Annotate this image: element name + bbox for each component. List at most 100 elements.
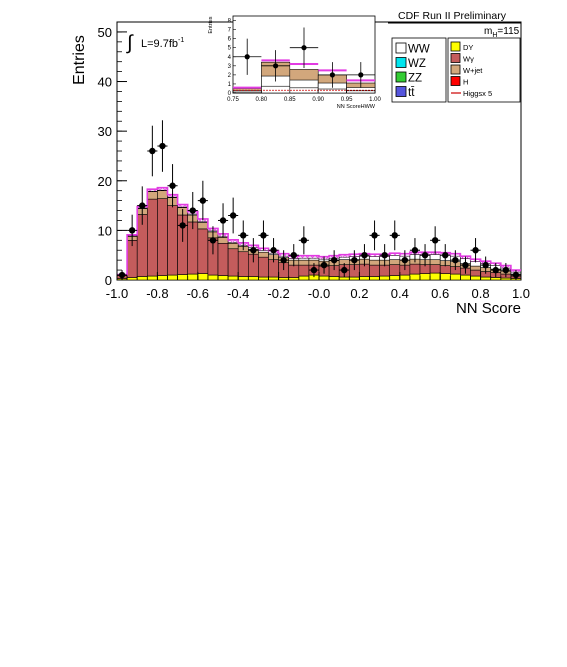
- data-point-33: [452, 256, 459, 264]
- inset-bar-other-4: [346, 90, 376, 94]
- bar-dy-36: [480, 276, 492, 281]
- data-point-1: [128, 227, 136, 234]
- mass-m: m: [484, 26, 492, 37]
- legend-label-Hx5: Higgsx 5: [463, 89, 492, 98]
- inset-data-point-2: [301, 45, 307, 51]
- y-tick-label-0: 0: [105, 273, 112, 288]
- data-point-29: [411, 247, 419, 254]
- data-point-32: [442, 251, 449, 259]
- legend-label-Wg: Wγ: [463, 55, 474, 64]
- bar-dy-13: [248, 276, 259, 281]
- inset-bar-other-0: [232, 91, 262, 94]
- x-tick-label-2: -0.6: [187, 286, 209, 301]
- bar-w+jet-11: [227, 242, 239, 250]
- bar-w-4: [157, 198, 168, 276]
- data-point-26: [381, 251, 388, 259]
- data-point-24: [361, 251, 368, 259]
- bar-dy-21: [328, 276, 340, 281]
- legend-label-tt: tt̄: [408, 87, 415, 99]
- bar-dy-1: [126, 277, 138, 281]
- legend: WW WZ ZZ tt̄ DY Wγ W+jet H Higgsx 5: [391, 37, 521, 103]
- bar-w-26: [379, 264, 391, 277]
- legend-swatch-Wg: [450, 53, 461, 63]
- x-tick-label-7: 0.4: [391, 286, 409, 301]
- data-point-17: [290, 251, 297, 259]
- bar-w+jet-3: [147, 191, 158, 200]
- data-point-39: [512, 271, 520, 279]
- signal-hatch-22: [339, 254, 350, 258]
- signal-hatch-19: [308, 255, 319, 259]
- integral-symbol: ∫: [126, 32, 134, 54]
- x-tick-label-0: -1.0: [106, 286, 128, 301]
- bar-w-3: [147, 198, 158, 277]
- y-tick-label-2: 20: [98, 174, 112, 189]
- bar-ww-25: [369, 256, 380, 261]
- bar-w-25: [369, 264, 380, 277]
- inset-x-tick-label-0: 0.75: [227, 97, 239, 103]
- x-tick-label-8: 0.6: [431, 286, 449, 301]
- data-point-16: [280, 256, 287, 264]
- legend-swatch-ZZ: [395, 71, 407, 83]
- legend-label-WW: WW: [408, 44, 430, 56]
- inset-y-tick-label-4: 4: [228, 55, 232, 61]
- bar-dy-37: [490, 277, 502, 281]
- inset-x-title: NN ScoreHWW: [337, 104, 376, 110]
- data-point-30: [421, 251, 429, 259]
- bar-w-8: [197, 228, 209, 274]
- data-point-9: [209, 237, 217, 244]
- data-point-36: [482, 261, 489, 269]
- mass-value: =115: [497, 26, 519, 37]
- inset-y-tick-label-1: 1: [228, 82, 232, 88]
- mass-sub: H: [492, 32, 497, 39]
- bar-dy-9: [207, 274, 219, 281]
- bar-dy-34: [460, 274, 471, 281]
- inset-y-tick-label-2: 2: [228, 73, 232, 79]
- legend-swatch-DY: [450, 41, 461, 52]
- data-point-13: [250, 247, 257, 254]
- inset-plot: 0.75 0.80 0.85 0.90 0.95 1.00 0 1 2 3 4 5 6 7 8 Entrie…: [208, 15, 381, 110]
- bar-w+jet-8: [197, 222, 209, 230]
- data-point-21: [330, 256, 338, 264]
- signal-hatch-27: [389, 253, 400, 256]
- inset-x-tick-label-2: 0.85: [284, 97, 296, 103]
- signal-hatch-25: [369, 254, 380, 257]
- bar-ww-14: [258, 250, 269, 253]
- bar-w+jet-31: [429, 259, 441, 265]
- bar-dy-22: [338, 276, 350, 281]
- bar-dy-10: [217, 275, 229, 281]
- legend-label-Wjet: W+jet: [463, 66, 483, 75]
- bar-dy-2: [136, 276, 148, 281]
- x-tick-label-9: 0.8: [472, 286, 490, 301]
- legend-label-ZZ: ZZ: [408, 73, 422, 85]
- bar-dy-18: [298, 275, 310, 281]
- x-tick-label-1: -0.8: [146, 286, 168, 301]
- bar-w-35: [470, 269, 481, 277]
- inset-y-tick-label-8: 8: [228, 19, 232, 25]
- data-point-23: [351, 256, 358, 264]
- bar-dy-30: [419, 273, 431, 281]
- bar-dy-28: [399, 274, 411, 281]
- inset-y-title: Entries: [208, 16, 214, 33]
- bar-dy-14: [258, 276, 269, 281]
- data-point-28: [401, 256, 409, 264]
- data-point-31: [431, 237, 439, 244]
- bar-dy-32: [439, 273, 451, 281]
- bar-dy-3: [147, 275, 158, 281]
- inset-y-tick-label-6: 6: [228, 37, 232, 43]
- bar-w-29: [409, 263, 421, 275]
- mass-label: mH=115: [484, 26, 520, 39]
- bar-w+jet-14: [258, 251, 269, 258]
- bar-w-12: [237, 251, 249, 277]
- bar-w+jet-4: [157, 190, 168, 199]
- inset-x-tick-label-1: 0.80: [256, 97, 268, 103]
- data-point-14: [260, 232, 267, 239]
- bar-w+jet-25: [369, 259, 380, 266]
- data-point-6: [179, 222, 186, 229]
- bar-w+jet-27: [389, 259, 401, 265]
- data-point-25: [371, 232, 378, 239]
- data-point-34: [462, 261, 469, 269]
- bar-dy-17: [288, 277, 300, 281]
- inset-x-tick-label-3: 0.90: [312, 97, 324, 103]
- bar-dy-12: [237, 276, 249, 281]
